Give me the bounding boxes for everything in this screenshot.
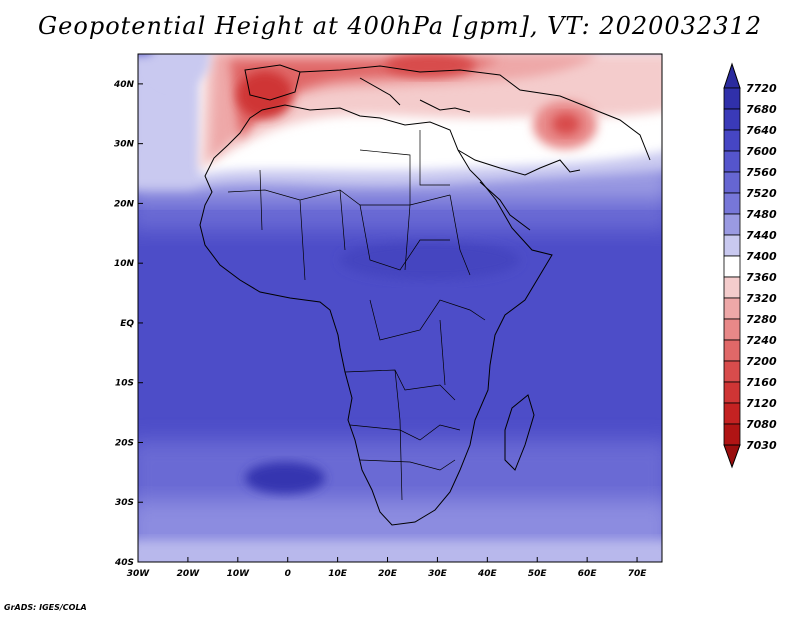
colorbar-label: 7640 (746, 124, 777, 137)
colorbar-label: 7280 (746, 313, 777, 326)
longitude-axis: 30W 20W 10W 0 10E 20E 30E 40E 50E 60E 70E (127, 557, 647, 579)
colorbar-label: 7720 (746, 82, 777, 95)
colorbar-swatch (723, 276, 741, 299)
colorbar-label: 7520 (746, 187, 777, 200)
colorbar-swatch (723, 423, 741, 446)
colorbar-label: 7320 (746, 292, 777, 305)
lon-tick-label: 20E (378, 569, 398, 579)
latitude-axis: 40N 30N 20N 10N EQ 10S 20S 30S 40S (113, 80, 143, 568)
colorbar-swatch (723, 129, 741, 152)
lon-tick-label: 30E (428, 569, 448, 579)
colorbar-label: 7560 (746, 166, 777, 179)
colorbar-label: 7200 (746, 355, 777, 368)
colorbar-swatch (723, 339, 741, 362)
colorbar-label: 7030 (746, 439, 777, 452)
colorbar-swatch (723, 297, 741, 320)
lat-tick-label: 30S (115, 498, 134, 508)
lat-tick-label: 30N (114, 140, 135, 150)
colorbar-swatch (723, 192, 741, 215)
lat-tick-label: EQ (120, 319, 134, 329)
colorbar-swatch (723, 213, 741, 236)
colorbar-swatch (723, 150, 741, 173)
lon-tick-label: 10E (328, 569, 348, 579)
colorbar-label: 7080 (746, 418, 777, 431)
colorbar-label: 7600 (746, 145, 777, 158)
colorbar-swatch (723, 318, 741, 341)
colorbar-label: 7120 (746, 397, 777, 410)
colorbar-label: 7680 (746, 103, 777, 116)
lon-tick-label: 30W (127, 569, 151, 579)
colorbar-swatch (723, 87, 741, 110)
map-frame (137, 53, 663, 563)
country-borders (227, 130, 486, 501)
lon-tick-label: 0 (285, 569, 291, 579)
lat-tick-label: 40S (114, 558, 134, 568)
lat-tick-label: 20S (115, 438, 134, 448)
height-field (138, 54, 662, 562)
colorbar-label: 7160 (746, 376, 777, 389)
colorbar-label: 7240 (746, 334, 777, 347)
colorbar-swatch (723, 171, 741, 194)
colorbar-min-arrow (723, 444, 741, 469)
map-title: Geopotential Height at 400hPa [gpm], VT:… (38, 12, 762, 40)
lon-tick-label: 20W (177, 569, 201, 579)
lon-tick-label: 70E (628, 569, 648, 579)
lon-tick-label: 60E (578, 569, 598, 579)
colorbar-swatch (723, 234, 741, 257)
lat-tick-label: 20N (114, 199, 135, 209)
coastlines (199, 64, 651, 526)
colorbar-swatch (723, 255, 741, 278)
credit-label: GrADS: IGES/COLA (4, 603, 87, 612)
lat-tick-label: 10N (114, 259, 135, 269)
lon-tick-label: 10W (227, 569, 251, 579)
colorbar-label: 7480 (746, 208, 777, 221)
lat-tick-label: 40N (113, 80, 135, 90)
colorbar-swatch (723, 381, 741, 404)
lon-tick-label: 40E (477, 569, 498, 579)
colorbar-label: 7360 (746, 271, 777, 284)
colorbar-swatch (723, 108, 741, 131)
colorbar-swatch (723, 402, 741, 425)
colorbar-label: 7400 (746, 250, 777, 263)
colorbar-max-arrow (723, 62, 741, 89)
lon-tick-label: 50E (528, 569, 548, 579)
colorbar: 7720 7680 7640 7600 7560 7520 7480 7440 7400 7360… (723, 62, 777, 469)
colorbar-label: 7440 (746, 229, 777, 242)
colorbar-swatch (723, 360, 741, 383)
lat-tick-label: 10S (115, 379, 134, 389)
